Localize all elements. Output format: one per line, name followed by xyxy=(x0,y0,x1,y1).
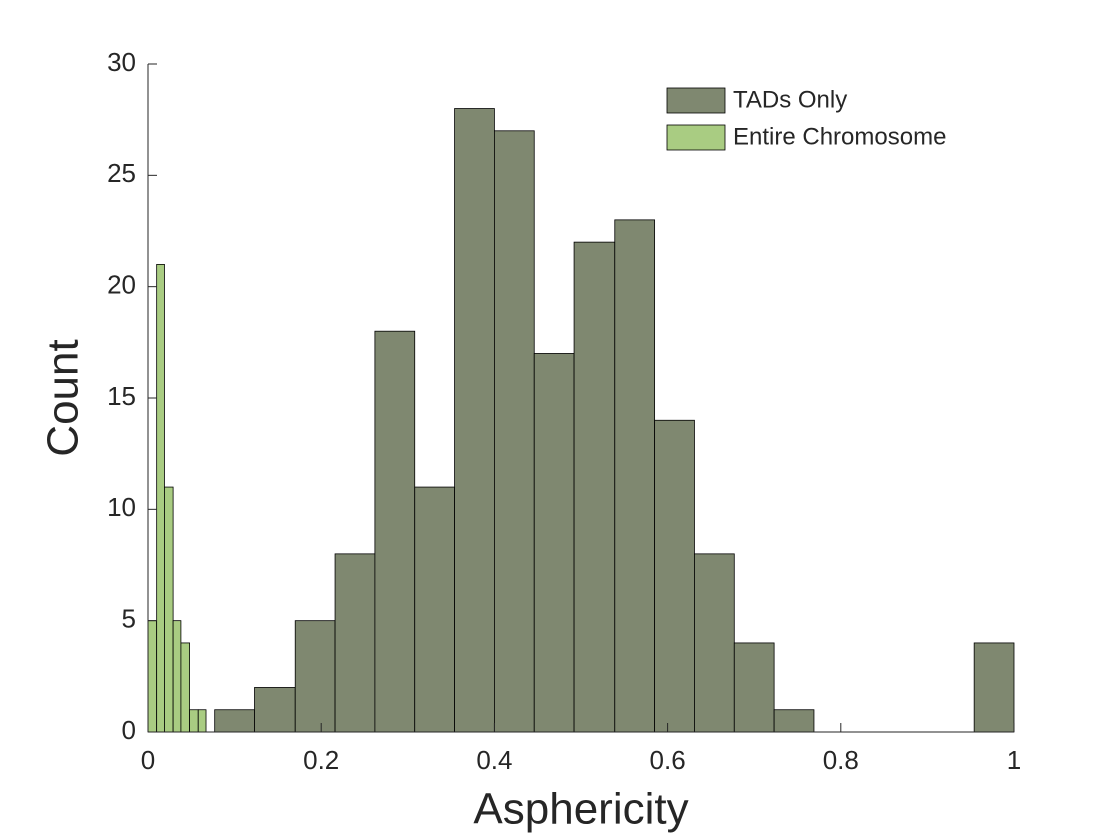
bar xyxy=(454,108,495,733)
y-tick-label: 20 xyxy=(107,270,136,300)
bar xyxy=(973,642,1015,733)
y-tick-label: 10 xyxy=(107,492,136,522)
bar xyxy=(214,709,255,733)
y-tick-label: 30 xyxy=(107,47,136,77)
y-axis-label: Count xyxy=(39,339,88,456)
legend-label: TADs Only xyxy=(733,86,847,113)
bar xyxy=(733,642,775,733)
bar xyxy=(254,687,296,733)
legend-swatch xyxy=(666,124,726,151)
x-tick-label: 0.6 xyxy=(650,745,686,775)
bar xyxy=(654,419,695,733)
bar xyxy=(147,620,158,733)
y-tick-label: 25 xyxy=(107,158,136,188)
x-tick-label: 0.4 xyxy=(476,745,512,775)
bar xyxy=(614,219,656,733)
x-tick-label: 0.8 xyxy=(823,745,859,775)
bar xyxy=(156,263,165,733)
legend-label: Entire Chromosome xyxy=(733,123,946,150)
bar xyxy=(414,486,455,733)
y-tick-label: 15 xyxy=(107,381,136,411)
x-tick-label: 1 xyxy=(1007,745,1021,775)
bar xyxy=(573,241,616,733)
x-tick-label: 0.2 xyxy=(303,745,339,775)
bar xyxy=(164,486,174,733)
bar xyxy=(172,620,182,733)
bar xyxy=(180,642,190,733)
bar xyxy=(773,709,815,733)
y-tick-label: 5 xyxy=(122,604,136,634)
bar xyxy=(533,353,575,733)
bar xyxy=(197,709,207,733)
x-tick-label: 0 xyxy=(141,745,155,775)
bar xyxy=(374,330,416,733)
legend-swatch xyxy=(666,87,726,114)
bar xyxy=(334,553,376,733)
bar xyxy=(694,553,735,733)
bar xyxy=(189,709,199,733)
bar xyxy=(294,620,336,733)
bar xyxy=(493,130,535,733)
x-axis-label: Asphericity xyxy=(473,785,688,834)
y-tick-label: 0 xyxy=(122,715,136,745)
